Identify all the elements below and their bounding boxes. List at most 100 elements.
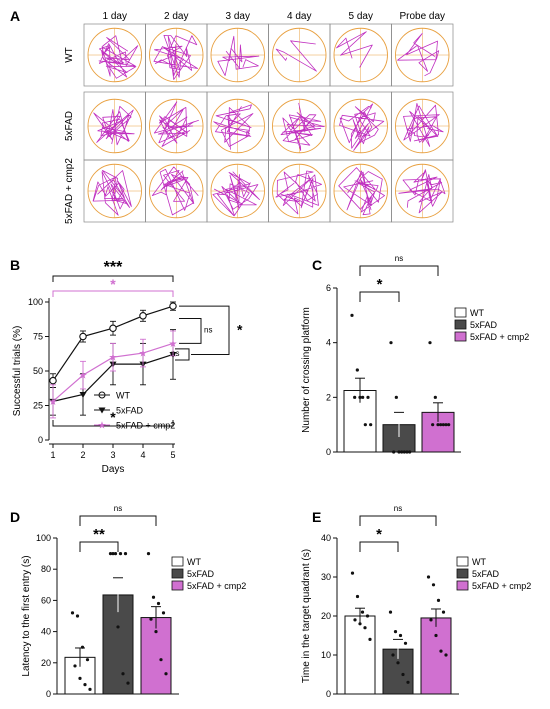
data-dot: [442, 611, 445, 614]
data-dot: [356, 595, 359, 598]
x-tick-label: 3: [110, 450, 115, 460]
y-tick-label: 50: [33, 366, 43, 376]
bar: [345, 616, 375, 694]
data-dot: [363, 626, 366, 629]
panel-label-a: A: [10, 8, 20, 24]
data-dot: [392, 450, 395, 453]
column-header: 2 day: [164, 11, 188, 22]
legend-label: 5xFAD: [470, 320, 498, 330]
legend-swatch: [457, 569, 468, 578]
data-dot: [76, 614, 79, 617]
data-dot: [394, 630, 397, 633]
data-dot: [88, 688, 91, 691]
panel-d-bar-chart: D020406080100Latency to the first entry …: [10, 504, 246, 699]
y-tick-label: 40: [41, 627, 51, 637]
bracket-wt-cmp2: [360, 516, 436, 526]
data-dot: [389, 341, 392, 344]
swim-path: [99, 36, 138, 79]
panel-b-line-chart: B 0 25 50 75 100 1 2 3 4 5 Days Successful trials (%…: [10, 257, 243, 475]
data-dot: [121, 672, 124, 675]
data-point-wt: [50, 377, 56, 383]
data-dot: [406, 681, 409, 684]
data-dot: [397, 450, 400, 453]
data-dot: [159, 658, 162, 661]
data-dot: [147, 552, 150, 555]
panel-label-e: E: [312, 509, 321, 525]
data-dot: [126, 681, 129, 684]
swim-path: [276, 41, 316, 71]
data-dot: [369, 423, 372, 426]
swim-path: [93, 170, 131, 215]
data-dot: [149, 618, 152, 621]
data-dot: [351, 572, 354, 575]
legend-swatch: [172, 557, 183, 566]
sig-right: *: [237, 322, 243, 338]
data-dot: [408, 450, 411, 453]
y-tick-label: 2: [326, 392, 331, 402]
column-header: 5 day: [349, 11, 373, 22]
data-dot: [358, 622, 361, 625]
data-dot: [434, 396, 437, 399]
y-tick-label: 80: [41, 564, 51, 574]
y-tick-label: 0: [46, 689, 51, 699]
y-tick-label: 10: [321, 650, 331, 660]
sig-wt-5xfad: *: [377, 276, 383, 293]
data-point-cmp2: ★: [139, 349, 148, 360]
bracket-wt-5xfad: [360, 542, 398, 552]
sig-wt-cmp2: ns: [394, 504, 402, 513]
y-tick-label: 60: [41, 595, 51, 605]
legend-label: WT: [116, 391, 130, 401]
data-dot: [164, 672, 167, 675]
data-dot: [432, 583, 435, 586]
row-label: WT: [64, 47, 75, 63]
sig-wt-5xfad: **: [93, 526, 105, 543]
y-axis-label: Successful trials (%): [12, 326, 23, 417]
legend-swatch: [457, 557, 468, 566]
data-dot: [434, 634, 437, 637]
swim-path: [337, 32, 373, 68]
column-header: 1 day: [103, 11, 127, 22]
sig-top-pink: *: [110, 276, 116, 292]
data-dot: [353, 618, 356, 621]
data-point-wt: [80, 333, 86, 339]
data-dot: [389, 611, 392, 614]
x-tick-label: 5: [170, 450, 175, 460]
data-dot: [162, 611, 165, 614]
swim-path: [218, 36, 259, 75]
bar: [141, 618, 171, 694]
y-tick-label: 75: [33, 332, 43, 342]
data-dot: [86, 658, 89, 661]
data-dot: [157, 602, 160, 605]
data-dot: [356, 368, 359, 371]
column-header: 3 day: [226, 11, 250, 22]
data-dot: [368, 638, 371, 641]
data-dot: [404, 642, 407, 645]
data-point-wt: [140, 313, 146, 319]
panel-label-d: D: [10, 509, 20, 525]
data-dot: [154, 630, 157, 633]
data-dot: [437, 599, 440, 602]
legend-swatch: [455, 320, 466, 329]
y-tick-label: 40: [321, 533, 331, 543]
data-dot: [116, 625, 119, 628]
panel-label-c: C: [312, 257, 322, 273]
data-dot: [395, 396, 398, 399]
row-label: 5xFAD: [64, 111, 75, 141]
data-dot: [124, 552, 127, 555]
data-dot: [391, 653, 394, 656]
swim-path: [281, 103, 324, 151]
legend-label: 5xFAD: [472, 569, 500, 579]
x-tick-label: 2: [80, 450, 85, 460]
y-tick-label: 0: [326, 447, 331, 457]
panel-e-bar-chart: E 0 10 20 30 40 Time in the target quadrant (s…: [301, 504, 531, 699]
data-dot: [361, 611, 364, 614]
legend-label: 5xFAD: [187, 569, 215, 579]
swim-path: [94, 106, 135, 145]
sig-ns-inner: ns: [171, 349, 179, 358]
bracket-wt-5xfad: [360, 292, 399, 302]
data-dot: [366, 614, 369, 617]
data-point-cmp2: ★: [49, 397, 58, 408]
data-dot: [111, 552, 114, 555]
y-tick-label: 30: [321, 572, 331, 582]
